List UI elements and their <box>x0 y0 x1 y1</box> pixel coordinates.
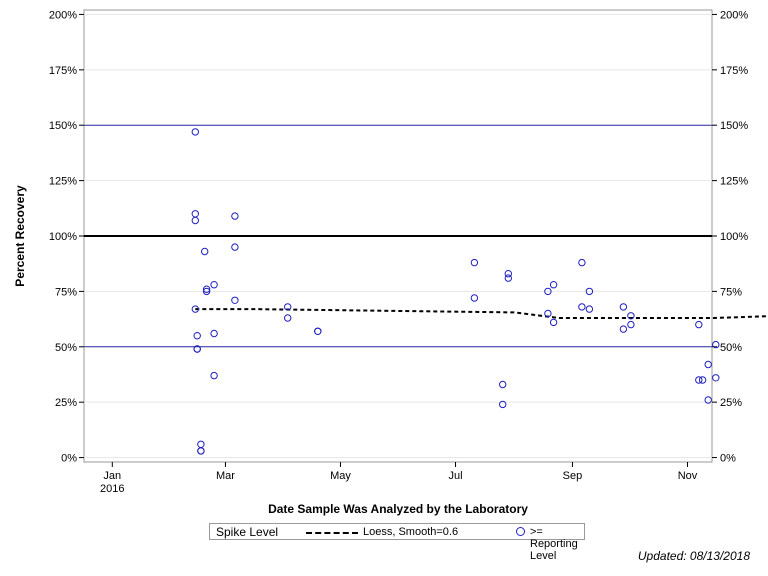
legend-marker-label: >= Reporting Level <box>530 526 578 562</box>
data-point <box>549 281 558 289</box>
data-point <box>549 318 558 327</box>
y-tick-label-right: 125% <box>720 176 748 188</box>
data-point <box>544 309 552 318</box>
legend-loess-label: Loess, Smooth=0.6 <box>363 526 459 538</box>
data-point <box>712 340 720 349</box>
data-point <box>210 281 218 289</box>
y-tick-label-right: 25% <box>720 397 742 409</box>
x-tick-year-label: 2016 <box>100 483 124 495</box>
x-tick-label: May <box>330 470 351 482</box>
y-axis-left: 0% 25% 50% 75% 100% 125% 150% 175% 200% <box>49 9 84 465</box>
y-tick-label-left: 175% <box>49 65 77 77</box>
data-point <box>504 270 512 278</box>
y-tick-label-left: 50% <box>55 342 77 354</box>
data-point <box>470 258 479 267</box>
y-tick-label-left: 100% <box>49 231 77 243</box>
y-tick-label-right: 75% <box>720 286 742 298</box>
x-tick-label: Sep <box>563 470 583 482</box>
y-tick-label-left: 125% <box>49 176 77 188</box>
x-tick-label: Nov <box>678 470 698 482</box>
data-point <box>202 285 211 293</box>
data-point <box>193 332 201 340</box>
data-point <box>544 287 552 296</box>
data-point <box>210 329 218 338</box>
data-point <box>627 320 635 329</box>
y-tick-label-right: 150% <box>720 120 748 132</box>
data-point <box>578 258 586 267</box>
data-point <box>470 294 479 302</box>
legend-marker-swatch <box>516 527 525 536</box>
data-point <box>704 396 712 404</box>
data-point <box>695 320 703 329</box>
y-tick-label-left: 75% <box>55 286 77 298</box>
data-point <box>191 305 200 313</box>
y-axis-right: 0% 25% 50% 75% 100% 125% 150% 175% 200% <box>712 9 748 465</box>
y-tick-label-right: 175% <box>720 65 748 77</box>
data-point <box>704 360 712 369</box>
y-tick-label-left: 150% <box>49 120 77 132</box>
data-point <box>231 212 239 220</box>
data-point <box>578 303 586 311</box>
data-point <box>231 243 239 251</box>
x-tick-label: Jan <box>103 470 121 482</box>
data-point <box>193 345 201 353</box>
data-point <box>619 325 628 333</box>
data-point <box>201 247 209 256</box>
y-tick-label-right: 50% <box>720 342 742 354</box>
y-tick-label-left: 200% <box>49 9 77 21</box>
data-point <box>314 327 322 335</box>
data-point <box>191 216 200 225</box>
updated-footnote: Updated: 08/13/2018 <box>637 549 750 563</box>
data-point <box>197 447 205 455</box>
x-tick-label: Jul <box>448 470 462 482</box>
scatter-series <box>191 128 720 455</box>
data-point <box>284 303 292 311</box>
data-point <box>619 303 628 311</box>
data-point <box>698 376 707 384</box>
legend: Spike Level Loess, Smooth=0.6 >= Reporti… <box>209 523 585 562</box>
data-point <box>231 296 239 304</box>
data-point <box>191 128 200 136</box>
data-point <box>499 400 507 409</box>
data-point <box>627 312 635 320</box>
y-tick-label-left: 0% <box>61 453 77 465</box>
legend-title: Spike Level <box>216 525 279 539</box>
reference-lines <box>84 124 712 348</box>
data-point <box>695 376 703 384</box>
data-point <box>284 314 292 322</box>
y-tick-label-right: 200% <box>720 9 748 21</box>
data-point <box>499 380 507 389</box>
legend-loess-swatch <box>306 532 358 534</box>
data-point <box>210 371 218 380</box>
y-tick-label-right: 100% <box>720 231 748 243</box>
y-tick-label-right: 0% <box>720 453 736 465</box>
x-tick-label: Mar <box>216 470 235 482</box>
data-point <box>202 287 211 296</box>
data-point <box>585 305 594 313</box>
data-point <box>585 287 594 296</box>
x-axis: Jan2016MarMayJulSepNovJan2017MarMayJulSe… <box>100 462 698 495</box>
y-tick-label-left: 25% <box>55 397 77 409</box>
data-point <box>504 274 512 282</box>
y-axis-title: Percent Recovery <box>13 185 27 287</box>
data-point <box>712 374 720 382</box>
x-axis-title: Date Sample Was Analyzed by the Laborato… <box>268 502 528 516</box>
